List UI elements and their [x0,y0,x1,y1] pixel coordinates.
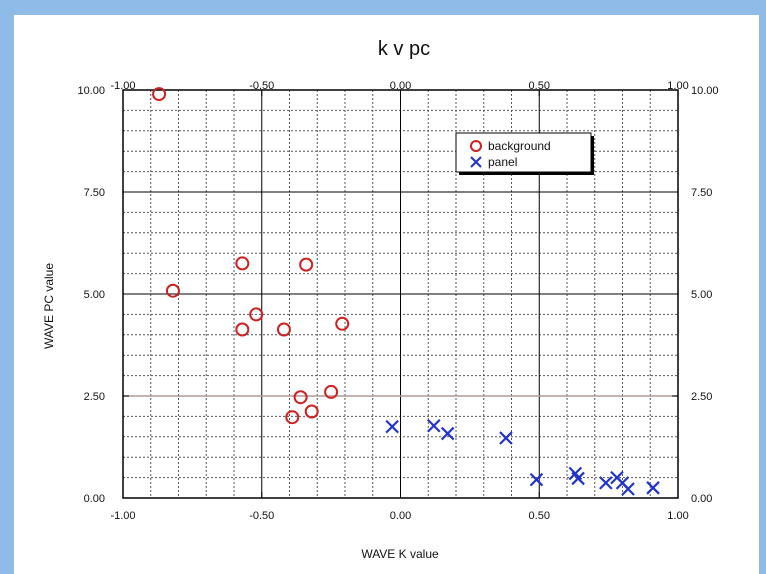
chart-panel: k v pc -1.00 -1.00 -0.50 -0.50 0.00 0.00 0.50 0… [14,15,759,574]
x-marker-stroke [568,466,583,481]
point-panel [621,482,635,496]
x-tick-label-top: 0.50 [529,80,550,92]
point-panel [599,476,613,490]
x-marker-stroke [499,431,513,445]
y-axis-label: WAVE PC value [42,263,56,349]
point-panel [440,426,455,441]
y-tick-label-right: 7.50 [691,187,712,199]
x-tick-label-top: -0.50 [249,80,274,92]
x-tick-label-bottom: 1.00 [667,510,688,522]
y-tick-label-left: 5.00 [84,289,105,301]
axes [122,89,679,499]
legend: background panel [455,132,594,175]
point-panel [646,481,660,495]
chart-title: k v pc [378,38,430,60]
x-tick-label-bottom: 0.00 [390,510,411,522]
x-marker-stroke [621,482,635,496]
point-panel [529,472,544,487]
x-tick-label-top: 0.00 [390,80,411,92]
y-tick-label-right: 2.50 [691,391,712,403]
point-panel [427,419,441,433]
x-tick-label-bottom: -0.50 [249,510,274,522]
point-background [285,410,300,425]
y-tick-label-left: 10.00 [77,85,105,97]
point-background [293,390,308,405]
x-tick-label-top: -1.00 [110,80,135,92]
point-panel [385,419,399,434]
y-tick-label-right: 0.00 [691,493,712,505]
legend-background-marker [470,140,482,152]
y-tick-label-right: 5.00 [691,289,712,301]
grid [123,90,678,498]
point-background [249,307,264,322]
y-tick-label-left: 7.50 [84,187,105,199]
point-panel [499,431,513,445]
x-marker-stroke [529,472,544,487]
legend-panel-marker [470,156,482,168]
x-tick-label-bottom: 0.50 [529,510,550,522]
legend-box [455,132,592,173]
x-marker-stroke [571,471,585,486]
x-marker-stroke [427,419,441,433]
legend-panel-label: panel [488,155,517,169]
x-marker-stroke [385,419,399,434]
legend-background-label: background [488,139,551,153]
point-background [335,316,350,331]
point-background [299,257,314,272]
scatter-chart: k v pc -1.00 -1.00 -0.50 -0.50 0.00 0.00 0.50 0… [42,38,719,561]
point-background [276,322,291,337]
y-tick-label-left: 2.50 [84,391,105,403]
data-points [152,87,660,496]
x-tick-label-top: 1.00 [667,80,688,92]
point-background [235,322,250,337]
point-background [324,384,339,399]
point-background [304,404,319,419]
y-tick-label-left: 0.00 [84,493,105,505]
y-tick-label-right: 10.00 [691,85,719,97]
x-tick-label-bottom: -1.00 [110,510,135,522]
point-background [165,283,180,298]
x-axis-label: WAVE K value [361,547,439,561]
tick-labels: -1.00 -1.00 -0.50 -0.50 0.00 0.00 0.50 0.50 1.00… [77,80,718,522]
point-background [235,256,250,271]
x-marker-stroke [440,426,455,441]
x-marker-stroke [599,476,613,490]
point-panel [571,471,585,486]
point-background [152,87,167,102]
x-marker-stroke [646,481,660,495]
